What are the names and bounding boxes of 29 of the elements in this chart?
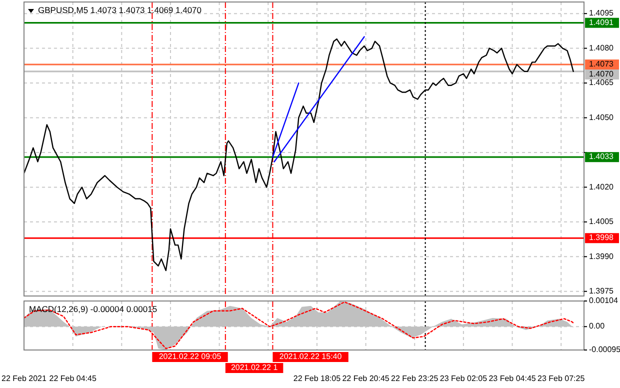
x-tick-label: 23 Feb 04:45 (488, 374, 536, 383)
x-tick-label: 23 Feb 07:25 (538, 374, 586, 383)
ref-line-label: 2021.02.22 15:40 (279, 352, 342, 362)
y-tick-label: 1.4065 (589, 78, 614, 88)
y-tick-label: 1.4050 (589, 112, 614, 122)
chart-title: MACD(12,26,9) -0.00004 0.00015 (29, 304, 158, 314)
ref-line-label: 1.4091 (589, 18, 614, 27)
ref-line-label: 2021.02.22 09:05 (158, 352, 222, 362)
chart-title: GBPUSD,M5 1.4073 1.4073 1.4069 1.4070 (38, 5, 202, 15)
x-tick-label: 22 Feb 23:25 (391, 374, 439, 383)
ref-line-label: 2021.02.22 1 (230, 363, 278, 372)
ref-line-label: 1.4033 (589, 152, 614, 162)
y-tick-label: -0.00095 (589, 345, 620, 354)
y-tick-label: 1.4080 (589, 43, 614, 52)
ref-line-label: 1.4070 (589, 70, 614, 79)
y-tick-label: 0.00 (589, 322, 606, 331)
y-tick-label: 0.00104 (589, 296, 618, 306)
x-tick-label: 22 Feb 04:45 (49, 374, 97, 383)
ref-line-label: 1.3998 (589, 233, 614, 242)
y-tick-label: 1.3975 (589, 286, 614, 296)
x-tick-label: 22 Feb 20:45 (342, 374, 390, 383)
x-tick-label: 22 Feb 2021 (2, 374, 48, 383)
y-tick-label: 1.4095 (589, 8, 614, 18)
y-tick-label: 1.4020 (589, 182, 614, 192)
x-tick-label: 22 Feb 18:05 (293, 374, 342, 383)
ref-line-label: 1.4073 (589, 60, 614, 69)
y-tick-label: 1.3990 (589, 252, 614, 261)
x-tick-label: 23 Feb 02:05 (440, 374, 488, 383)
y-tick-label: 1.4005 (589, 217, 614, 226)
